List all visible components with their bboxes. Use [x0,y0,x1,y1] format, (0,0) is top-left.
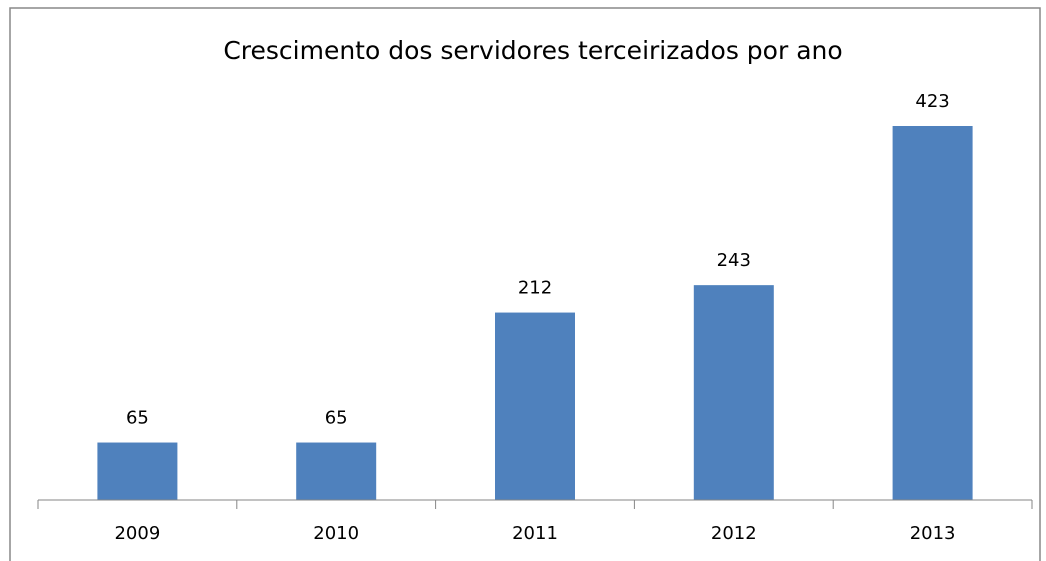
x-tick-label: 2010 [313,523,359,544]
chart-border [9,7,1041,561]
data-label: 243 [717,250,751,271]
x-tick-label: 2013 [910,523,956,544]
data-label: 423 [915,91,949,112]
chart-title: Crescimento dos servidores terceirizados… [223,36,842,65]
x-tick-label: 2011 [512,523,558,544]
data-label: 212 [518,278,552,299]
bar [892,126,973,500]
bar [495,312,575,500]
data-label: 65 [325,408,348,429]
data-label: 65 [126,408,149,429]
bar [296,442,377,500]
x-tick-label: 2009 [114,523,160,544]
bar [97,442,178,500]
x-tick-label: 2012 [711,523,757,544]
bar [693,285,774,500]
